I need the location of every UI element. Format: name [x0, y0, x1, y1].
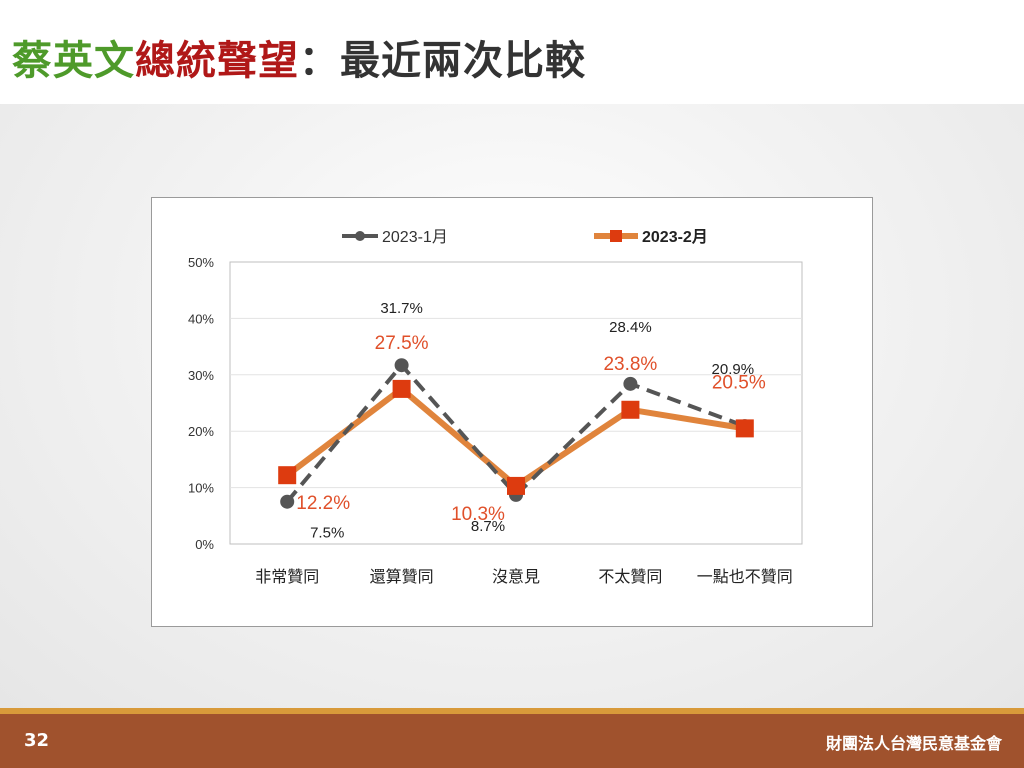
line-chart: 0% 10% 20% 30% 40% 50% 非常贊同 還算贊同 沒意見 不太贊同 一點也不贊同 20… [188, 228, 803, 586]
data-point-feb [392, 379, 411, 398]
x-tick-label: 還算贊同 [370, 567, 434, 586]
data-label-jan: 31.7% [380, 300, 423, 317]
legend-label-jan: 2023-1月 [382, 229, 448, 246]
x-tick-label: 不太贊同 [598, 568, 662, 586]
x-tick-label: 一點也不贊同 [697, 568, 793, 586]
y-tick-label: 0% [195, 537, 214, 552]
data-point-feb [278, 466, 297, 485]
data-point-jan [623, 376, 638, 391]
data-point-feb [735, 419, 754, 438]
y-tick-label: 40% [188, 311, 214, 326]
organization-name: 財團法人台灣民意基金會 [825, 734, 1002, 753]
data-label-jan: 28.4% [609, 319, 652, 336]
series-line-jan [285, 362, 746, 503]
y-tick-label: 50% [188, 255, 214, 270]
footer-accent-line [0, 708, 1024, 714]
x-tick-label: 沒意見 [492, 567, 540, 586]
title-topic: 總統聲望 [135, 38, 299, 84]
data-label-feb: 20.5% [712, 372, 766, 393]
data-point-feb [621, 400, 640, 419]
data-point-jan [394, 358, 409, 373]
data-label-feb: 10.3% [451, 504, 505, 525]
data-point-jan [280, 494, 295, 509]
title-bar: 蔡英文總統聲望：最近兩次比較 [0, 0, 1024, 104]
slide-title: 蔡英文總統聲望：最近兩次比較 [12, 28, 586, 86]
data-label-feb: 23.8% [603, 354, 657, 375]
y-tick-label: 20% [188, 424, 214, 439]
data-label-feb: 27.5% [375, 333, 429, 354]
page-number: 32 [24, 730, 50, 751]
chart-frame: 0% 10% 20% 30% 40% 50% 非常贊同 還算贊同 沒意見 不太贊同 一點也不贊同 20… [151, 197, 873, 627]
data-label-jan: 7.5% [310, 525, 344, 542]
y-tick-label: 30% [188, 368, 214, 383]
legend-marker-jan [355, 231, 365, 241]
title-name: 蔡英文 [12, 38, 135, 84]
title-subtitle: ：最近兩次比較 [299, 38, 586, 84]
legend-label-feb: 2023-2月 [642, 228, 708, 246]
legend-marker-feb [610, 230, 622, 242]
data-point-feb [507, 476, 525, 495]
x-tick-label: 非常贊同 [255, 568, 319, 586]
data-label-jan: 8.7% [471, 518, 505, 535]
data-label-feb: 12.2% [296, 493, 350, 514]
footer-bar: 32 財團法人台灣民意基金會 [0, 714, 1024, 768]
series-line-feb [285, 385, 746, 489]
y-tick-label: 10% [188, 481, 214, 496]
plot-area [229, 261, 803, 545]
data-label-jan: 20.9% [712, 361, 755, 378]
